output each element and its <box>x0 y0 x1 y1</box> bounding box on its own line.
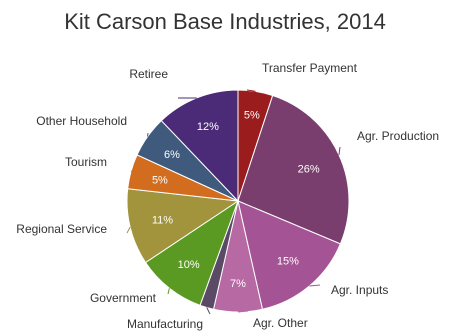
percent-label-agr-production: 26% <box>298 164 320 176</box>
slice-label-manufacturing: Manufacturing <box>127 317 203 331</box>
pie-slice-agr-production <box>237 94 350 245</box>
pie-slice-regional-service <box>126 188 240 264</box>
percent-label-transfer-payment: 5% <box>244 109 260 121</box>
slice-label-retiree: Retiree <box>129 67 168 81</box>
percent-label-other-household: 6% <box>164 149 180 161</box>
percent-labels-layer: 5% 26% 15% 7% 10% 11% 5% 6% 12% <box>152 109 320 290</box>
slice-label-government: Government <box>90 291 157 305</box>
leader-line-transfer-payment <box>246 89 256 92</box>
percent-label-regional-service: 11% <box>152 214 173 226</box>
leader-line-agr-other <box>237 310 249 313</box>
percent-label-agr-other: 7% <box>230 278 246 290</box>
leader-line-manufacturing <box>206 307 211 315</box>
slice-label-tourism: Tourism <box>65 155 107 169</box>
percent-label-retiree: 12% <box>197 121 219 133</box>
leader-line-agr-production <box>338 146 341 155</box>
leader-lines-layer <box>126 89 341 315</box>
leader-line-regional-service <box>126 226 131 234</box>
percent-label-tourism: 5% <box>152 174 168 186</box>
pie-slice-agr-inputs <box>237 200 342 310</box>
leader-line-government <box>167 288 170 295</box>
chart-title: Kit Carson Base Industries, 2014 <box>64 9 386 34</box>
slice-label-agr-production: Agr. Production <box>357 129 439 143</box>
pie-slice-government <box>144 199 239 306</box>
labels-layer: Transfer Payment Agr. Production Agr. Inpu… <box>16 61 439 331</box>
slice-label-regional-service: Regional Service <box>16 222 107 236</box>
percent-label-government: 10% <box>178 259 200 271</box>
slice-label-other-household: Other Household <box>36 114 127 128</box>
slice-label-agr-inputs: Agr. Inputs <box>331 283 388 297</box>
leader-line-agr-inputs <box>309 284 321 287</box>
percent-label-agr-inputs: 15% <box>277 256 299 268</box>
slice-label-transfer-payment: Transfer Payment <box>262 61 358 75</box>
slices-layer <box>126 89 350 313</box>
slice-label-agr-other: Agr. Other <box>253 316 308 330</box>
